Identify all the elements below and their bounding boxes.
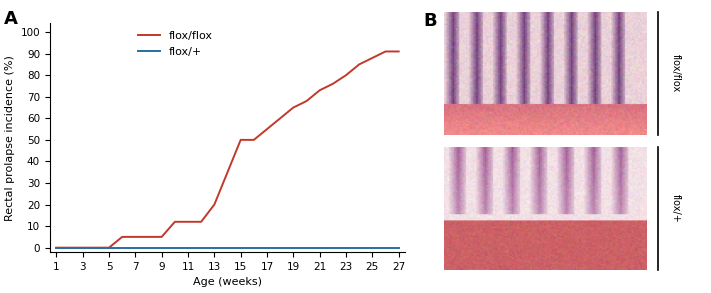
Text: flox/flox: flox/flox bbox=[670, 54, 680, 92]
Legend: flox/flox, flox/+: flox/flox, flox/+ bbox=[134, 27, 218, 61]
Text: A: A bbox=[4, 10, 18, 28]
Text: flox/+: flox/+ bbox=[670, 194, 680, 222]
Y-axis label: Rectal prolapse incidence (%): Rectal prolapse incidence (%) bbox=[5, 55, 15, 221]
X-axis label: Age (weeks): Age (weeks) bbox=[193, 277, 262, 287]
Text: B: B bbox=[423, 12, 437, 30]
